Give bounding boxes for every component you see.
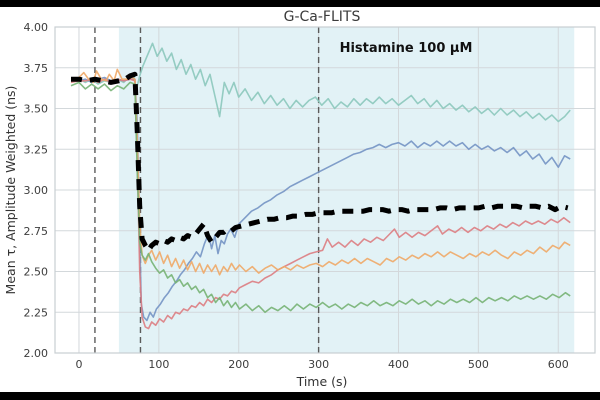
x-tick-label: 300 (308, 358, 329, 371)
y-tick-label: 2.00 (24, 347, 49, 360)
y-tick-label: 2.25 (24, 306, 49, 319)
series-lines (70, 42, 571, 330)
series-line-cell-teal (70, 42, 571, 123)
y-tick-label: 2.75 (24, 225, 49, 238)
y-axis-label: Mean τ, Amplitude Weighted (ns) (3, 86, 18, 295)
x-tick-label: 600 (548, 358, 569, 371)
series-line-cell-green (70, 81, 571, 314)
y-tick-labels: 2.00 2.25 2.50 2.75 3.00 3.25 3.50 3.75 4.00 (24, 21, 49, 360)
series-line-cell-blue (71, 76, 571, 322)
x-tick-label: 500 (468, 358, 489, 371)
x-axis-label: Time (s) (296, 374, 348, 389)
series-line-cell-orange (70, 68, 571, 276)
y-tick-label: 2.50 (24, 266, 49, 279)
chart-title: G-Ca-FLITS (284, 9, 361, 25)
histamine-annotation: Histamine 100 μM (340, 41, 473, 56)
series-line-mean (71, 71, 569, 253)
y-tick-label: 3.00 (24, 184, 49, 197)
x-tick-label: 200 (228, 358, 249, 371)
figure-background (0, 7, 600, 392)
y-tick-label: 4.00 (24, 21, 49, 34)
x-tick-label: 400 (388, 358, 409, 371)
y-tick-label: 3.50 (24, 103, 49, 116)
plot-border (54, 26, 596, 354)
x-tick-labels: 0 100 200 300 400 500 600 (75, 358, 568, 371)
y-tick-label: 3.75 (24, 62, 49, 75)
x-tick-label: 0 (75, 358, 82, 371)
letterbox-bottom (0, 392, 600, 400)
x-tick-label: 100 (148, 358, 169, 371)
series-line-cell-red (70, 78, 571, 330)
y-tick-label: 3.25 (24, 143, 49, 156)
letterbox-top (0, 0, 600, 7)
